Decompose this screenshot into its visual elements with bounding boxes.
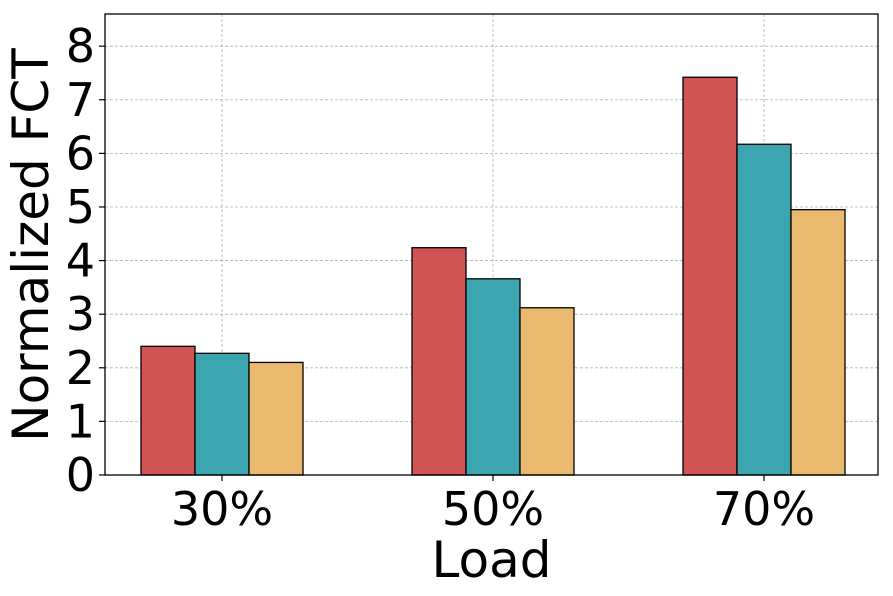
x-tick-label: 30% [171, 482, 273, 536]
x-axis-label: Load [432, 531, 552, 589]
plot-frame [104, 13, 879, 476]
y-tick-label: 3 [66, 287, 95, 341]
y-tick-label: 7 [66, 73, 95, 127]
x-tick-label: 50% [442, 482, 544, 536]
x-tick-label: 70% [713, 482, 815, 536]
y-tick-label: 2 [66, 341, 95, 395]
y-tick-label: 6 [66, 126, 95, 180]
y-tick-label: 8 [66, 19, 95, 73]
bar-70pct-series-2 [736, 143, 792, 476]
bar-50pct-series-1 [411, 247, 467, 476]
bars [140, 76, 846, 476]
bar-50pct-series-2 [465, 278, 521, 476]
bar-30pct-series-3 [248, 361, 304, 476]
x-tick-labels: 30% 50% 70% [171, 475, 815, 536]
bar-70pct-series-1 [682, 76, 738, 476]
y-tick-label: 0 [66, 448, 95, 502]
bar-70pct-series-3 [790, 209, 846, 476]
y-tick-label: 1 [66, 394, 95, 448]
y-axis-label: Normalized FCT [2, 48, 60, 442]
bar-30pct-series-1 [140, 345, 196, 476]
bar-50pct-series-3 [519, 307, 575, 476]
y-tick-label: 5 [66, 180, 95, 234]
y-tick-label: 4 [66, 234, 95, 288]
bar-30pct-series-2 [194, 352, 250, 476]
